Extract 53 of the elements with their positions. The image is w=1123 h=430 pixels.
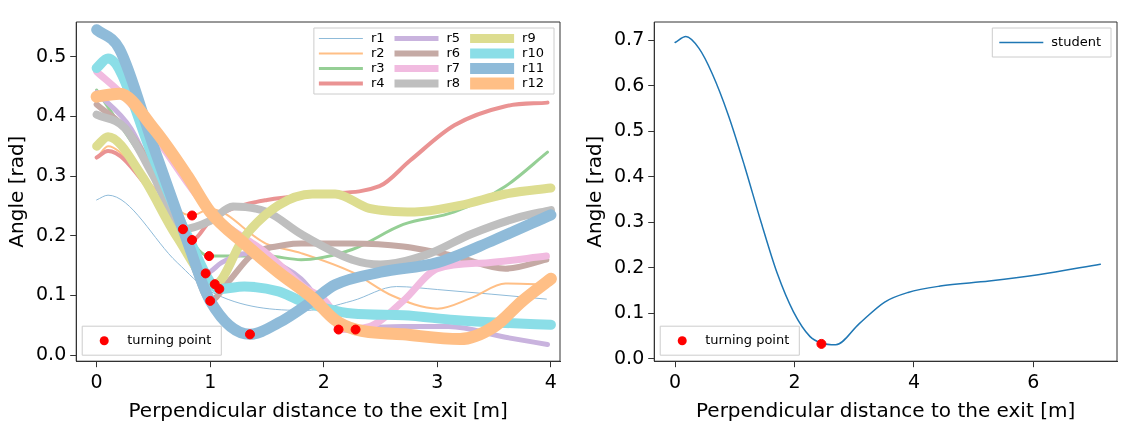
point xyxy=(200,268,211,279)
legend-label: r1 xyxy=(370,29,385,45)
point xyxy=(205,295,216,306)
y-tick-label: 0.2 xyxy=(36,222,67,245)
legend-label: r9 xyxy=(522,29,536,45)
legend-label: r3 xyxy=(370,59,385,75)
x-tick-label: 6 xyxy=(1027,369,1040,392)
y-tick-label: 0.5 xyxy=(36,43,67,66)
legend-label: r11 xyxy=(522,59,544,75)
point xyxy=(177,224,188,235)
point xyxy=(187,234,198,245)
y-tick-label: 0.0 xyxy=(36,342,67,365)
x-tick-label: 0 xyxy=(669,369,682,392)
y-tick-label: 0.1 xyxy=(36,282,67,305)
x-tick-label: 4 xyxy=(907,369,921,392)
y-tick-label: 0.4 xyxy=(614,163,645,186)
y-tick-label: 0.4 xyxy=(36,103,67,126)
y-tick-label: 0.0 xyxy=(614,345,645,368)
y-tick-label: 0.6 xyxy=(614,72,645,95)
point xyxy=(214,283,225,294)
y-axis-title: Angle [rad] xyxy=(4,135,29,248)
y-tick-label: 0.7 xyxy=(614,27,645,50)
x-tick-label: 1 xyxy=(204,369,217,392)
x-tick-label: 3 xyxy=(431,369,444,392)
y-tick-label: 0.2 xyxy=(614,254,645,277)
legend-label: r6 xyxy=(446,44,461,60)
x-tick-label: 4 xyxy=(544,369,557,392)
line-series xyxy=(96,194,547,311)
legend-label: turning point xyxy=(127,332,212,348)
x-tick-label: 2 xyxy=(317,369,330,392)
point xyxy=(333,324,344,335)
y-axis-title: Angle [rad] xyxy=(582,135,607,248)
legend-label: r4 xyxy=(370,74,385,90)
legend-label: r8 xyxy=(446,74,461,90)
point xyxy=(187,210,198,221)
legend-label: student xyxy=(1051,33,1102,49)
x-tick-label: 2 xyxy=(788,369,801,392)
legend-label: r10 xyxy=(522,44,544,60)
point xyxy=(244,329,255,340)
point xyxy=(350,324,361,335)
legend-label: r2 xyxy=(370,44,385,60)
y-tick-label: 0.3 xyxy=(36,163,67,186)
y-tick-label: 0.1 xyxy=(614,300,645,323)
x-axis-title: Perpendicular distance to the exit [m] xyxy=(696,398,1076,423)
legend-label: r7 xyxy=(446,59,461,75)
legend-label: r12 xyxy=(522,74,544,90)
y-tick-label: 0.3 xyxy=(614,209,645,232)
point xyxy=(204,251,215,262)
x-axis-title: Perpendicular distance to the exit [m] xyxy=(128,398,508,423)
y-tick-label: 0.5 xyxy=(614,118,645,141)
legend-label: r5 xyxy=(446,29,461,45)
x-tick-label: 0 xyxy=(90,369,103,392)
legend-label: turning point xyxy=(705,332,790,348)
